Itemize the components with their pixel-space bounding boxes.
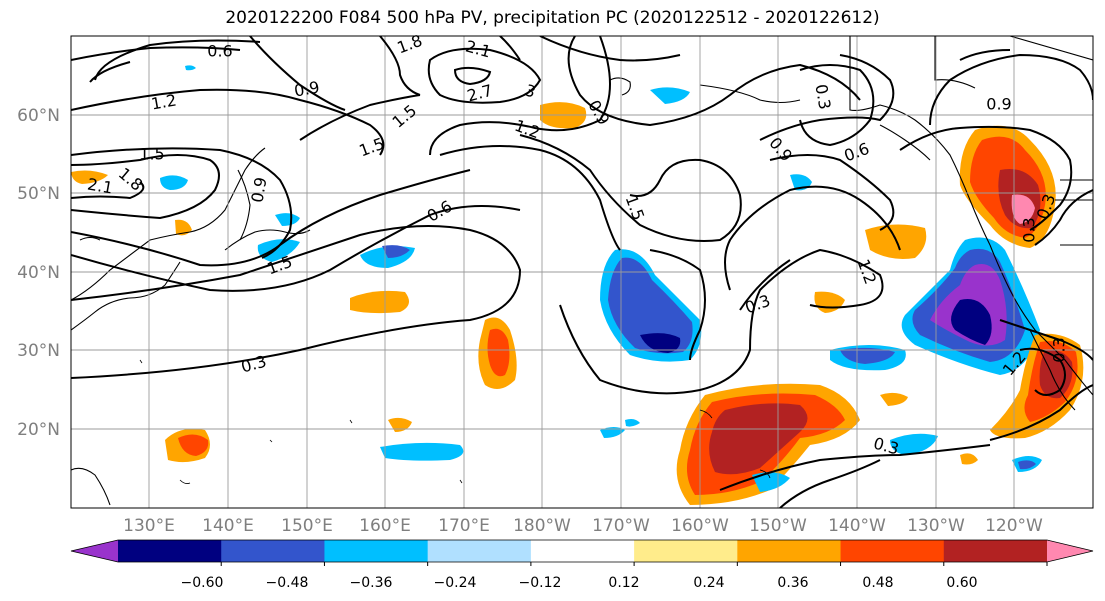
lon-label: 160°E (359, 516, 411, 536)
contour-label: 0.9 (247, 176, 270, 204)
colorbar-swatch (324, 540, 429, 562)
lon-label: 140°E (202, 516, 254, 536)
colorbar-extend-low (71, 540, 118, 562)
contour-label: 1.2 (150, 90, 178, 113)
precipitation-shading (71, 65, 1084, 505)
colorbar-swatch (118, 540, 222, 562)
longitude-labels: 130°E 140°E 150°E 160°E 170°E 180°W 170°… (123, 516, 1043, 536)
lon-label: 140°W (828, 516, 886, 536)
colorbar-tick-label: −0.12 (519, 575, 562, 591)
lon-label: 170°E (438, 516, 490, 536)
contour-label: 0.3 (1050, 337, 1069, 362)
lon-label: 150°E (281, 516, 333, 536)
colorbar-outline (70, 539, 1094, 563)
lon-label: 150°W (749, 516, 807, 536)
colorbar-swatch (634, 540, 738, 562)
colorbar-extend-high (1047, 540, 1093, 562)
lon-label: 170°W (592, 516, 650, 536)
graticule (71, 36, 1093, 508)
lon-label: 180°W (513, 516, 571, 536)
colorbar-tick-label: 0.24 (693, 575, 724, 591)
colorbar-tick-label: −0.36 (350, 575, 393, 591)
lat-label: 60°N (17, 106, 60, 126)
contour-label: 0.9 (986, 95, 1011, 114)
colorbar-tick-label: 0.60 (946, 575, 977, 591)
colorbar-swatch (943, 540, 1048, 562)
lon-label: 160°W (671, 516, 729, 536)
contour-label: 0.6 (207, 42, 232, 61)
lat-label: 40°N (17, 263, 60, 283)
contour-label: 0.9 (293, 77, 321, 100)
colorbar-tick-labels: −0.60 −0.48 −0.36 −0.24 −0.12 0.12 0.24 … (181, 575, 978, 591)
latitude-labels: 60°N 50°N 40°N 30°N 20°N (17, 106, 60, 440)
colorbar-swatch (427, 540, 532, 562)
colorbar-tick-label: −0.24 (434, 575, 477, 591)
colorbar-swatch (840, 540, 945, 562)
colorbar-tick-label: 0.12 (608, 575, 639, 591)
colorbar-tick-label: −0.48 (266, 575, 309, 591)
colorbar-swatch (221, 540, 325, 562)
contour-label: 0.3 (811, 83, 834, 111)
colorbar-tick-label: 0.48 (862, 575, 893, 591)
colorbar-swatch (530, 540, 635, 562)
lon-label: 130°E (123, 516, 175, 536)
lat-label: 50°N (17, 184, 60, 204)
colorbar-tick-label: −0.60 (181, 575, 224, 591)
lon-label: 120°W (985, 516, 1043, 536)
contour-label: 2.1 (86, 174, 114, 197)
map-title: 2020122200 F084 500 hPa PV, precipitatio… (225, 8, 880, 28)
pv-contours (71, 36, 1093, 508)
lat-label: 30°N (17, 341, 60, 361)
lon-label: 130°W (907, 516, 965, 536)
colorbar (70, 539, 1094, 566)
lat-label: 20°N (17, 420, 60, 440)
map-frame (70, 35, 1094, 509)
colorbar-tick-label: 0.36 (777, 575, 808, 591)
islands (139, 359, 771, 484)
contour-label: 1.5 (139, 145, 164, 164)
colorbar-swatch (737, 540, 842, 562)
contour-label: 0.3 (1020, 217, 1039, 242)
